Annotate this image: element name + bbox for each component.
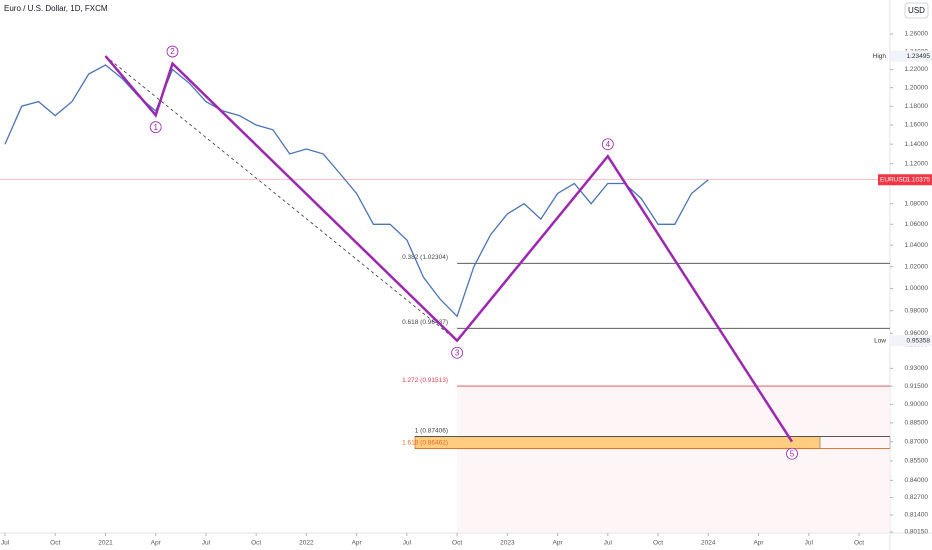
x-tick-label: Oct: [452, 540, 462, 547]
x-tick-label: Oct: [653, 540, 663, 547]
y-tick-label: 1.00000: [905, 285, 929, 292]
fib-label: 1 (0.87406): [415, 427, 448, 434]
y-tick-label: 1.08000: [905, 200, 929, 207]
x-tick-label: Jul: [805, 540, 814, 547]
wave-marker: [166, 45, 179, 58]
y-tick-label: 1.20000: [905, 84, 929, 91]
x-tick-label: 2023: [500, 540, 515, 547]
wave-marker: [786, 447, 798, 460]
y-tick-label: 1.02000: [905, 263, 929, 270]
price-tag: [890, 50, 932, 62]
y-tick-label: 0.82700: [905, 494, 929, 501]
fib-label: 0.618 (0.96437): [402, 319, 448, 326]
y-tick-label: 0.91500: [905, 383, 929, 390]
x-tick-label: Jul: [202, 540, 211, 547]
currency-label[interactable]: USD: [908, 6, 925, 15]
y-tick-label: 1.16000: [905, 122, 929, 129]
price-tag-name: High: [873, 53, 887, 60]
x-tick-label: 2022: [299, 540, 314, 547]
x-tick-label: Oct: [854, 540, 864, 547]
x-tick-label: Apr: [151, 540, 162, 547]
y-tick-label: 0.98000: [905, 307, 929, 314]
y-tick-label: 1.18000: [905, 103, 929, 110]
price-tag: [878, 174, 932, 186]
price-tag-value: 0.95358: [907, 337, 931, 344]
wave-label: 5: [790, 449, 795, 458]
y-tick-label: 1.26000: [905, 31, 929, 38]
y-tick-label: 1.06000: [905, 221, 929, 228]
y-tick-label: 0.87000: [905, 438, 929, 445]
y-tick-label: 1.04000: [905, 242, 929, 249]
y-tick-label: 1.12000: [905, 160, 929, 167]
wave-label: 4: [606, 140, 611, 149]
y-tick-label: 1.22000: [905, 66, 929, 73]
wave-marker: [149, 121, 162, 134]
y-tick-label: 0.96000: [905, 330, 929, 337]
wave-label: 2: [170, 47, 175, 56]
wave-label: 3: [455, 348, 460, 357]
price-axis: [890, 0, 932, 550]
y-tick-label: 0.80150: [905, 529, 929, 536]
fib-label: 1.618 (0.86462): [402, 439, 448, 446]
y-tick-label: 0.84000: [905, 477, 929, 484]
y-tick-label: 0.93000: [905, 365, 929, 372]
x-tick-label: Jul: [403, 540, 412, 547]
x-tick-label: Apr: [352, 540, 363, 547]
x-tick-label: Apr: [753, 540, 764, 547]
x-tick-label: Apr: [553, 540, 564, 547]
price-tag-name: EURUSD: [880, 176, 908, 183]
x-tick-label: Jul: [604, 540, 613, 547]
x-tick-label: 2021: [98, 540, 113, 547]
fib-label: 1.272 (0.91513): [402, 377, 448, 384]
x-tick-label: 2024: [701, 540, 716, 547]
y-tick-label: 1.14000: [905, 141, 929, 148]
fib-zone: [457, 386, 890, 532]
y-tick-label: 0.85500: [905, 458, 929, 465]
wave-label: 1: [153, 123, 158, 132]
target-box: [414, 436, 821, 449]
price-tag: [890, 335, 932, 347]
trend-dashed: [105, 55, 458, 342]
wave-marker: [601, 138, 614, 151]
currency-button[interactable]: [904, 2, 929, 19]
x-tick-label: Oct: [251, 540, 261, 547]
x-tick-label: Oct: [50, 540, 60, 547]
y-tick-label: 0.81400: [905, 512, 929, 519]
chart-title: Euro / U.S. Dollar, 1D, FXCM: [4, 4, 108, 13]
x-tick-label: Jul: [1, 540, 10, 547]
price-line: [4, 64, 709, 318]
y-tick-label: 0.88500: [905, 420, 929, 427]
price-tag-value: 1.10375: [907, 176, 931, 183]
price-tag-name: Low: [874, 337, 886, 344]
wave-line: [104, 55, 794, 443]
price-tag-value: 1.23495: [907, 53, 931, 60]
y-tick-label: 0.90000: [905, 401, 929, 408]
fib-label: 0.382 (1.02304): [402, 254, 448, 261]
wave-marker: [451, 346, 464, 359]
